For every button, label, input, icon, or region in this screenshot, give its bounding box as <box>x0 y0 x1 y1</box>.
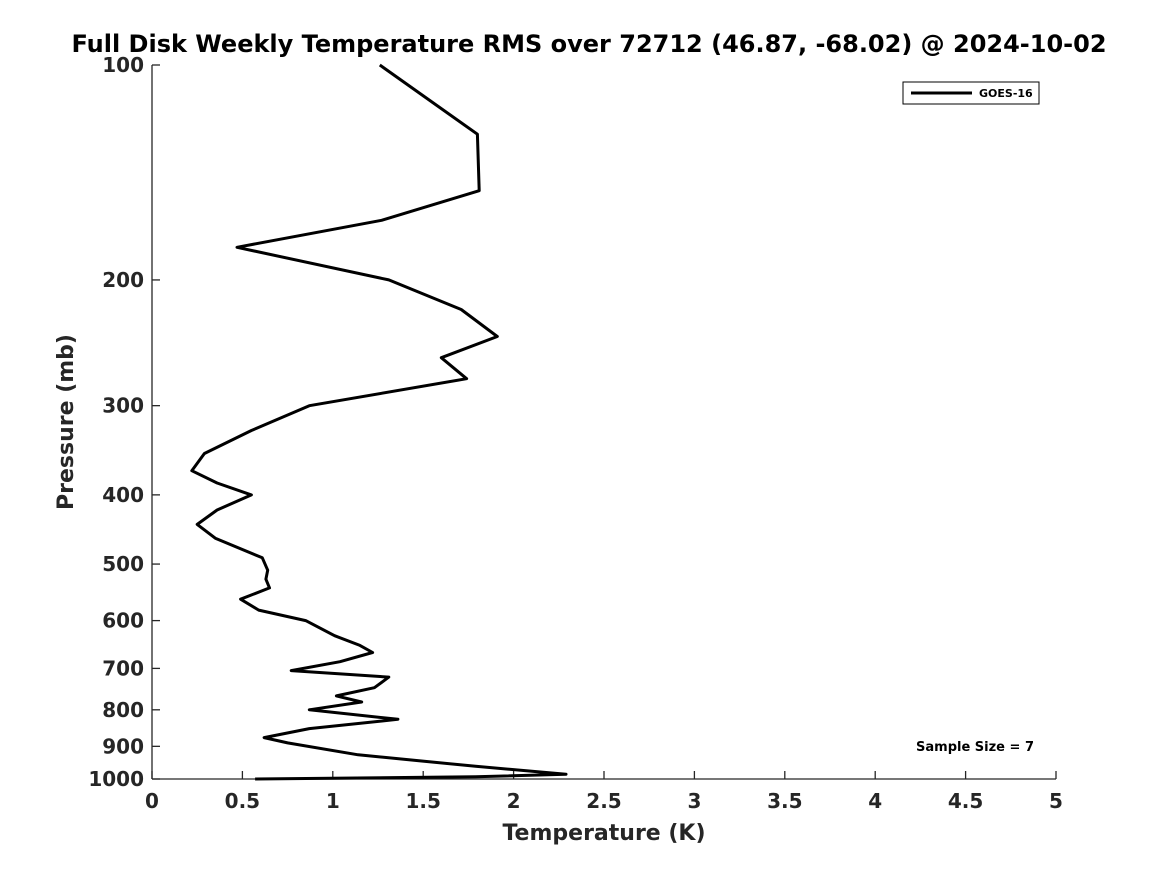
y-axis-ticks: 100 200 300 400 500 600 700 800 900 1000 <box>88 53 160 791</box>
x-axis-ticks: 0 0.5 1 1.5 2 2.5 3 3.5 4 4.5 5 <box>145 771 1063 813</box>
y-tick-label: 400 <box>102 483 144 507</box>
y-tick-label: 200 <box>102 268 144 292</box>
x-tick-label: 4 <box>868 789 882 813</box>
y-tick-label: 300 <box>102 394 144 418</box>
legend: GOES-16 <box>902 81 1040 105</box>
x-tick-label: 1.5 <box>405 789 440 813</box>
x-tick-label: 1 <box>326 789 340 813</box>
series-layer <box>190 63 568 781</box>
y-tick-label: 800 <box>102 698 144 722</box>
y-tick-label: 600 <box>102 609 144 633</box>
x-tick-label: 3.5 <box>767 789 802 813</box>
y-tick-label: 1000 <box>88 767 144 791</box>
x-tick-label: 5 <box>1049 789 1063 813</box>
y-axis-label: Pressure (mb) <box>54 334 79 510</box>
series-line-goes-16 <box>190 63 568 781</box>
y-tick-label: 900 <box>102 734 144 758</box>
x-tick-label: 2 <box>507 789 521 813</box>
plot-area <box>151 65 1056 780</box>
plot-background <box>152 65 1056 779</box>
x-tick-label: 0 <box>145 789 159 813</box>
y-tick-label: 100 <box>102 53 144 77</box>
legend-label-goes-16: GOES-16 <box>979 87 1033 100</box>
chart-title: Full Disk Weekly Temperature RMS over 72… <box>71 30 1106 58</box>
x-axis-label: Temperature (K) <box>502 821 705 846</box>
x-tick-label: 4.5 <box>948 789 983 813</box>
x-tick-label: 0.5 <box>225 789 260 813</box>
y-tick-label: 500 <box>102 552 144 576</box>
x-tick-label: 3 <box>687 789 701 813</box>
y-tick-label: 700 <box>102 656 144 680</box>
sample-size-annotation: Sample Size = 7 <box>916 740 1034 755</box>
x-tick-label: 2.5 <box>586 789 621 813</box>
